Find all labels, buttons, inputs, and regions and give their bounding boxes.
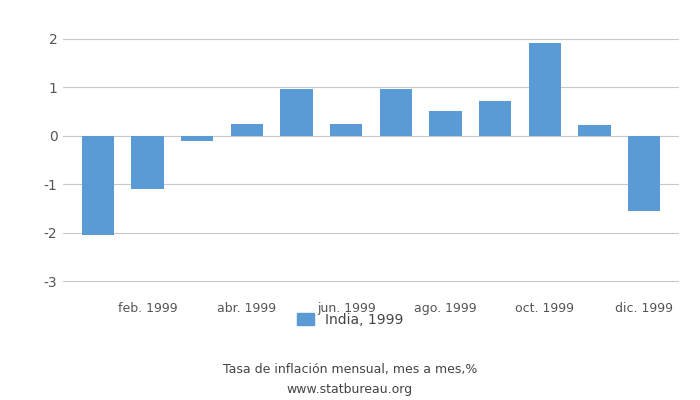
Bar: [330, 124, 363, 136]
Text: www.statbureau.org: www.statbureau.org: [287, 384, 413, 396]
Bar: [379, 89, 412, 136]
Legend: India, 1999: India, 1999: [293, 309, 407, 331]
Bar: [280, 89, 313, 136]
Bar: [528, 44, 561, 136]
Bar: [429, 112, 462, 136]
Bar: [628, 136, 660, 211]
Text: Tasa de inflación mensual, mes a mes,%: Tasa de inflación mensual, mes a mes,%: [223, 364, 477, 376]
Bar: [479, 101, 511, 136]
Bar: [132, 136, 164, 189]
Bar: [181, 136, 214, 140]
Bar: [231, 124, 263, 136]
Bar: [82, 136, 114, 235]
Bar: [578, 125, 610, 136]
